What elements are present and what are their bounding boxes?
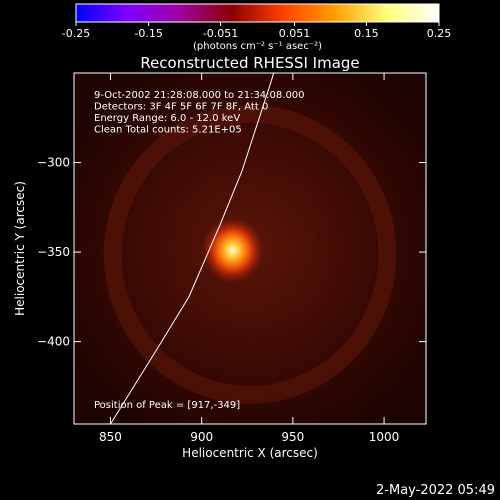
- x-tick-label: 900: [190, 430, 213, 444]
- colorbar-tick-label: 0.051: [279, 27, 311, 40]
- plot-frame: [73, 72, 427, 425]
- peak-position-label: Position of Peak = [917,-349]: [94, 400, 240, 411]
- emission-ring: [103, 105, 397, 404]
- colorbar-unit-label: (photons cm⁻² s⁻¹ asec⁻²): [193, 41, 322, 52]
- x-tick-label: 850: [99, 430, 122, 444]
- x-tick-label: 1000: [369, 430, 400, 444]
- y-tick-label: −350: [37, 245, 70, 259]
- colorbar-tick-label: 0.25: [427, 27, 452, 40]
- x-axis-label: Heliocentric X (arcsec): [182, 446, 318, 460]
- colorbar-tick-label: -0.15: [134, 27, 162, 40]
- colorbar-tick-label: -0.25: [62, 27, 90, 40]
- y-tick-label: −300: [37, 156, 70, 170]
- colorbar-tick-label: 0.15: [354, 27, 379, 40]
- annotation-line: 9-Oct-2002 21:28:08.000 to 21:34:08.000: [94, 90, 305, 101]
- x-tick-label: 950: [281, 430, 304, 444]
- colorbar: -0.25 -0.15 -0.051 0.051 0.15 0.25 (photons c…: [62, 3, 452, 52]
- y-axis-label: Heliocentric Y (arcsec): [13, 181, 27, 316]
- colorbar-tick-label: -0.051: [203, 27, 238, 40]
- annotation-line: Clean Total counts: 5.21E+05: [94, 125, 242, 136]
- y-tick-label: −400: [37, 335, 70, 349]
- plot-area: 850 900 950 1000 −300 −350 −400 9-Oct-2002 21:…: [37, 72, 427, 444]
- annotation-line: Energy Range: 6.0 - 12.0 keV: [94, 113, 240, 124]
- timestamp: 2-May-2022 05:49: [376, 483, 495, 498]
- colorbar-gradient: [75, 3, 440, 23]
- chart-title: Reconstructed RHESSI Image: [140, 54, 359, 72]
- annotation-line: Detectors: 3F 4F 5F 6F 7F 8F, Att 0: [94, 102, 268, 113]
- solar-limb-line: [110, 73, 275, 424]
- peak-source: [200, 216, 265, 285]
